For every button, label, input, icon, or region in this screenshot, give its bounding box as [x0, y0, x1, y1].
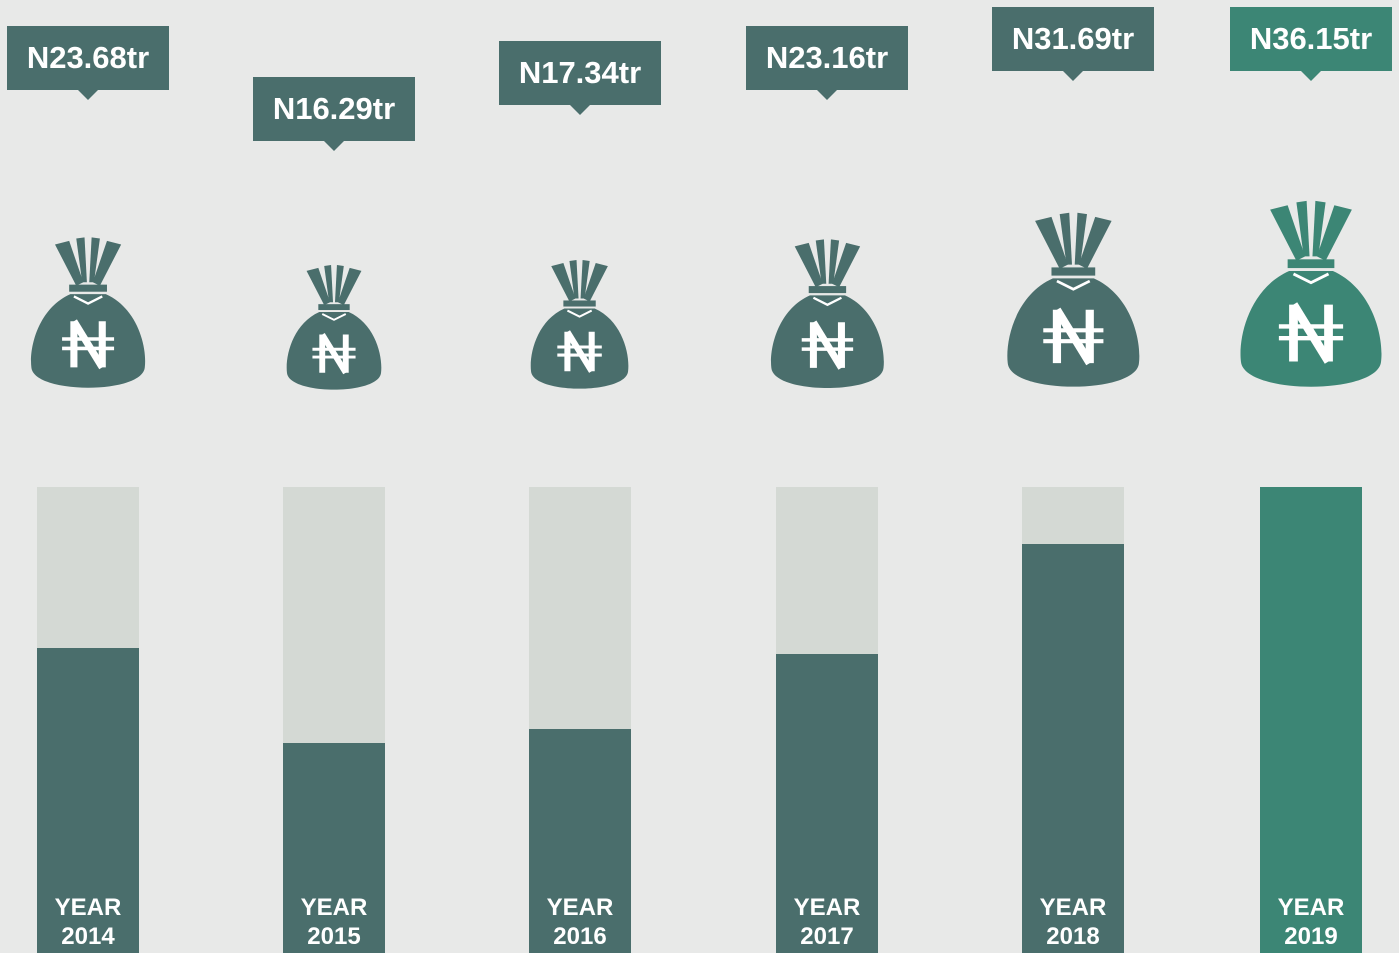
- money-bag: [286, 264, 382, 390]
- category-label: YEAR 2016: [546, 894, 614, 950]
- value-label: N31.69tr: [992, 7, 1154, 81]
- bar: [1260, 487, 1362, 953]
- bar: [776, 654, 878, 953]
- money-bag: [531, 260, 629, 390]
- category-label: YEAR 2018: [1039, 894, 1107, 950]
- bar: [1022, 544, 1124, 953]
- value-label: N23.16tr: [746, 26, 908, 100]
- bar: [283, 743, 385, 953]
- bar: [529, 729, 631, 953]
- money-bag: [1006, 213, 1139, 388]
- money-bag: [1240, 200, 1382, 387]
- bar: [37, 647, 139, 953]
- value-label: N16.29tr: [253, 77, 415, 151]
- money-bag: [770, 239, 884, 389]
- value-label: N36.15tr: [1230, 7, 1392, 81]
- money-bag: [30, 237, 146, 389]
- value-label: N17.34tr: [499, 41, 661, 115]
- category-label: YEAR 2014: [54, 894, 122, 950]
- category-label: YEAR 2017: [793, 894, 861, 950]
- value-label: N23.68tr: [7, 26, 169, 100]
- category-label: YEAR 2019: [1277, 894, 1345, 950]
- category-label: YEAR 2015: [300, 894, 368, 950]
